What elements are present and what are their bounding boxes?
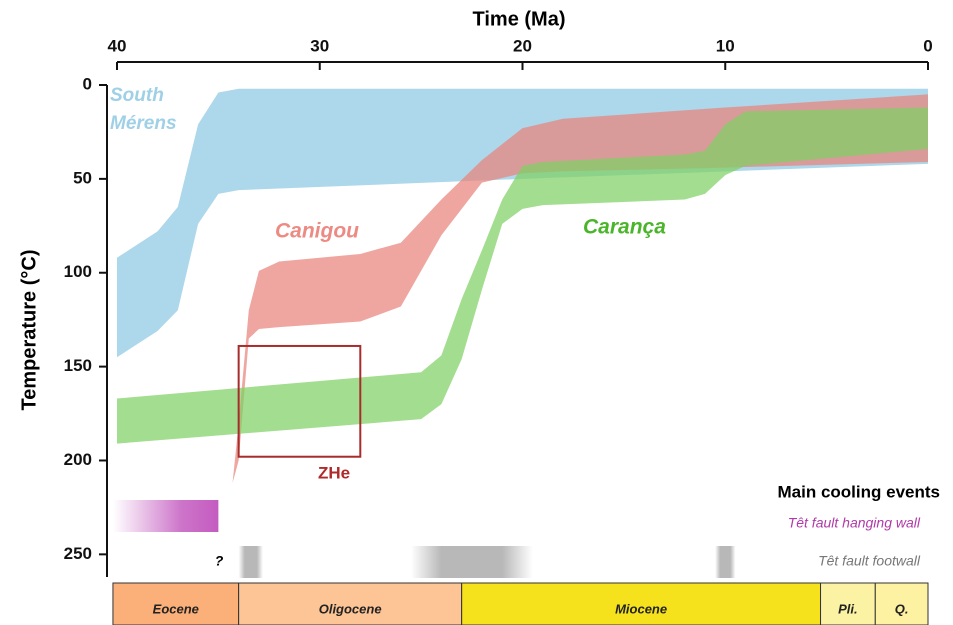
y-tick-label: 250 (64, 544, 92, 563)
y-tick-label: 0 (83, 74, 92, 93)
zhe-label: ZHe (318, 463, 350, 482)
epoch-label: Q. (895, 601, 909, 616)
x-axis-title: Time (Ma) (473, 8, 566, 30)
x-tick-label: 10 (716, 36, 735, 55)
envelope-band (117, 107, 928, 444)
y-tick-label: 50 (73, 168, 92, 187)
y-tick-label: 150 (64, 356, 92, 375)
epoch-label: Eocene (153, 601, 199, 616)
cooling-event-bar (715, 546, 736, 578)
y-tick-label: 100 (64, 262, 92, 281)
y-axis-title: Temperature (°C) (18, 250, 40, 411)
epoch-label: Oligocene (319, 601, 382, 616)
events-title: Main cooling events (778, 482, 940, 501)
annotation: ? (215, 553, 224, 569)
series-label: Carança (583, 216, 666, 239)
y-tick-label: 200 (64, 450, 92, 469)
x-tick-label: 40 (108, 36, 127, 55)
cooling-event-bar (410, 546, 533, 578)
cooling-event-bar (113, 500, 219, 532)
epoch (238, 582, 463, 625)
plot-area (117, 88, 928, 484)
epoch (820, 582, 876, 625)
zhe-box (237, 344, 362, 458)
series-label: South Mérens (110, 85, 177, 134)
cooling-event-bar (238, 546, 263, 578)
x-tick-label: 20 (513, 36, 532, 55)
series-label: Canigou (275, 220, 359, 243)
x-tick-label: 30 (310, 36, 329, 55)
epoch (461, 582, 822, 625)
x-tick-label: 0 (923, 36, 932, 55)
event-label: Têt fault footwall (818, 553, 921, 569)
event-label: Têt fault hanging wall (788, 515, 921, 531)
epoch (874, 582, 929, 625)
epoch-label: Pli. (838, 601, 858, 616)
epoch-label: Miocene (615, 601, 667, 616)
